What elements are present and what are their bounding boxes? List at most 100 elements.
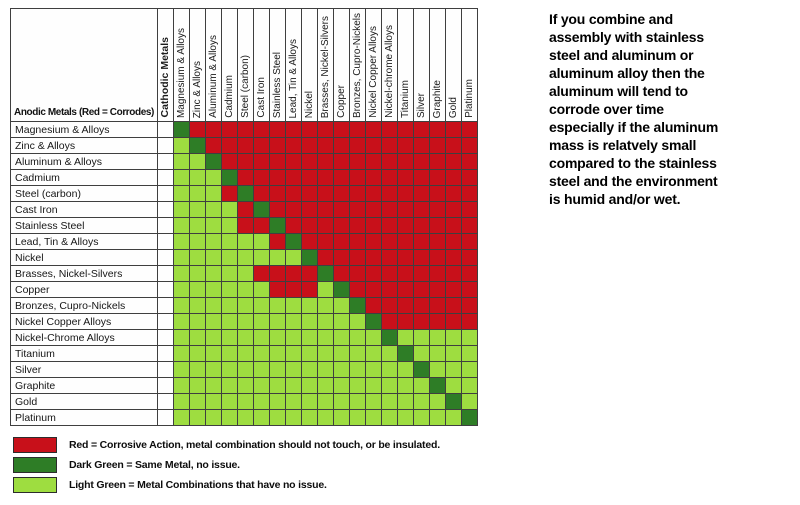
matrix-cell (430, 378, 445, 393)
matrix-cell (206, 186, 221, 201)
cathodic-column-spacer (158, 410, 173, 425)
matrix-cell (174, 234, 189, 249)
matrix-cell (270, 362, 285, 377)
matrix-cell (190, 314, 205, 329)
matrix-cell (462, 394, 477, 409)
column-header-titanium: Titanium (398, 9, 413, 121)
matrix-cell (190, 138, 205, 153)
matrix-cell (430, 154, 445, 169)
matrix-cell (462, 266, 477, 281)
matrix-cell (318, 154, 333, 169)
column-header-silver: Silver (414, 9, 429, 121)
matrix-cell (318, 170, 333, 185)
matrix-cell (430, 266, 445, 281)
matrix-cell (286, 234, 301, 249)
matrix-cell (270, 250, 285, 265)
matrix-cell (206, 314, 221, 329)
matrix-cell (254, 202, 269, 217)
row-label-nickel-copper-alloys: Nickel Copper Alloys (11, 314, 157, 329)
matrix-cell (302, 170, 317, 185)
matrix-cell (318, 330, 333, 345)
matrix-cell (222, 410, 237, 425)
matrix-cell (350, 218, 365, 233)
row-label-aluminum-alloys: Aluminum & Alloys (11, 154, 157, 169)
matrix-cell (446, 282, 461, 297)
cathodic-column-spacer (158, 138, 173, 153)
matrix-cell (430, 362, 445, 377)
matrix-cell (254, 234, 269, 249)
matrix-cell (286, 410, 301, 425)
matrix-cell (238, 186, 253, 201)
cathodic-column-spacer (158, 234, 173, 249)
row-label-platinum: Platinum (11, 410, 157, 425)
matrix-cell (398, 202, 413, 217)
matrix-cell (350, 346, 365, 361)
matrix-cell (302, 362, 317, 377)
matrix-cell (286, 362, 301, 377)
matrix-cell (334, 250, 349, 265)
legend-item-light-green: Light Green = Metal Combinations that ha… (13, 476, 440, 493)
legend-label: Red = Corrosive Action, metal combinatio… (69, 438, 440, 451)
matrix-cell (366, 154, 381, 169)
matrix-cell (430, 330, 445, 345)
matrix-cell (430, 218, 445, 233)
matrix-cell (222, 122, 237, 137)
column-header-steel-carbon: Steel (carbon) (238, 9, 253, 121)
matrix-cell (318, 250, 333, 265)
matrix-cell (254, 282, 269, 297)
matrix-cell (222, 138, 237, 153)
matrix-cell (238, 410, 253, 425)
matrix-cell (238, 138, 253, 153)
legend-label: Light Green = Metal Combinations that ha… (69, 478, 327, 491)
matrix-cell (398, 410, 413, 425)
matrix-cell (222, 234, 237, 249)
matrix-cell (190, 410, 205, 425)
matrix-cell (238, 314, 253, 329)
matrix-cell (190, 346, 205, 361)
matrix-cell (318, 218, 333, 233)
matrix-cell (190, 218, 205, 233)
matrix-cell (174, 218, 189, 233)
matrix-cell (446, 362, 461, 377)
row-label-steel-carbon: Steel (carbon) (11, 186, 157, 201)
matrix-cell (366, 298, 381, 313)
matrix-cell (302, 378, 317, 393)
row-label-cast-iron: Cast Iron (11, 202, 157, 217)
column-header-stainless-steel: Stainless Steel (270, 9, 285, 121)
matrix-cell (462, 410, 477, 425)
matrix-cell (350, 122, 365, 137)
row-label-graphite: Graphite (11, 378, 157, 393)
matrix-cell (382, 218, 397, 233)
row-label-zinc-alloys: Zinc & Alloys (11, 138, 157, 153)
matrix-cell (430, 250, 445, 265)
matrix-cell (446, 234, 461, 249)
matrix-cell (334, 234, 349, 249)
matrix-cell (398, 218, 413, 233)
matrix-cell (302, 218, 317, 233)
matrix-cell (430, 314, 445, 329)
matrix-cell (414, 250, 429, 265)
matrix-cell (366, 122, 381, 137)
matrix-cell (446, 218, 461, 233)
matrix-cell (414, 266, 429, 281)
matrix-cell (302, 154, 317, 169)
matrix-cell (254, 266, 269, 281)
matrix-cell (174, 138, 189, 153)
matrix-cell (302, 202, 317, 217)
cathodic-column-spacer (158, 250, 173, 265)
matrix-cell (414, 282, 429, 297)
matrix-cell (174, 170, 189, 185)
matrix-cell (318, 410, 333, 425)
matrix-cell (270, 314, 285, 329)
matrix-cell (238, 154, 253, 169)
column-header-gold: Gold (446, 9, 461, 121)
matrix-cell (254, 250, 269, 265)
matrix-cell (414, 330, 429, 345)
matrix-cell (446, 378, 461, 393)
matrix-cell (430, 346, 445, 361)
matrix-cell (206, 330, 221, 345)
light-green-swatch (13, 476, 57, 493)
matrix-cell (398, 186, 413, 201)
cathodic-metals-header: Cathodic Metals (158, 9, 173, 121)
matrix-cell (318, 266, 333, 281)
